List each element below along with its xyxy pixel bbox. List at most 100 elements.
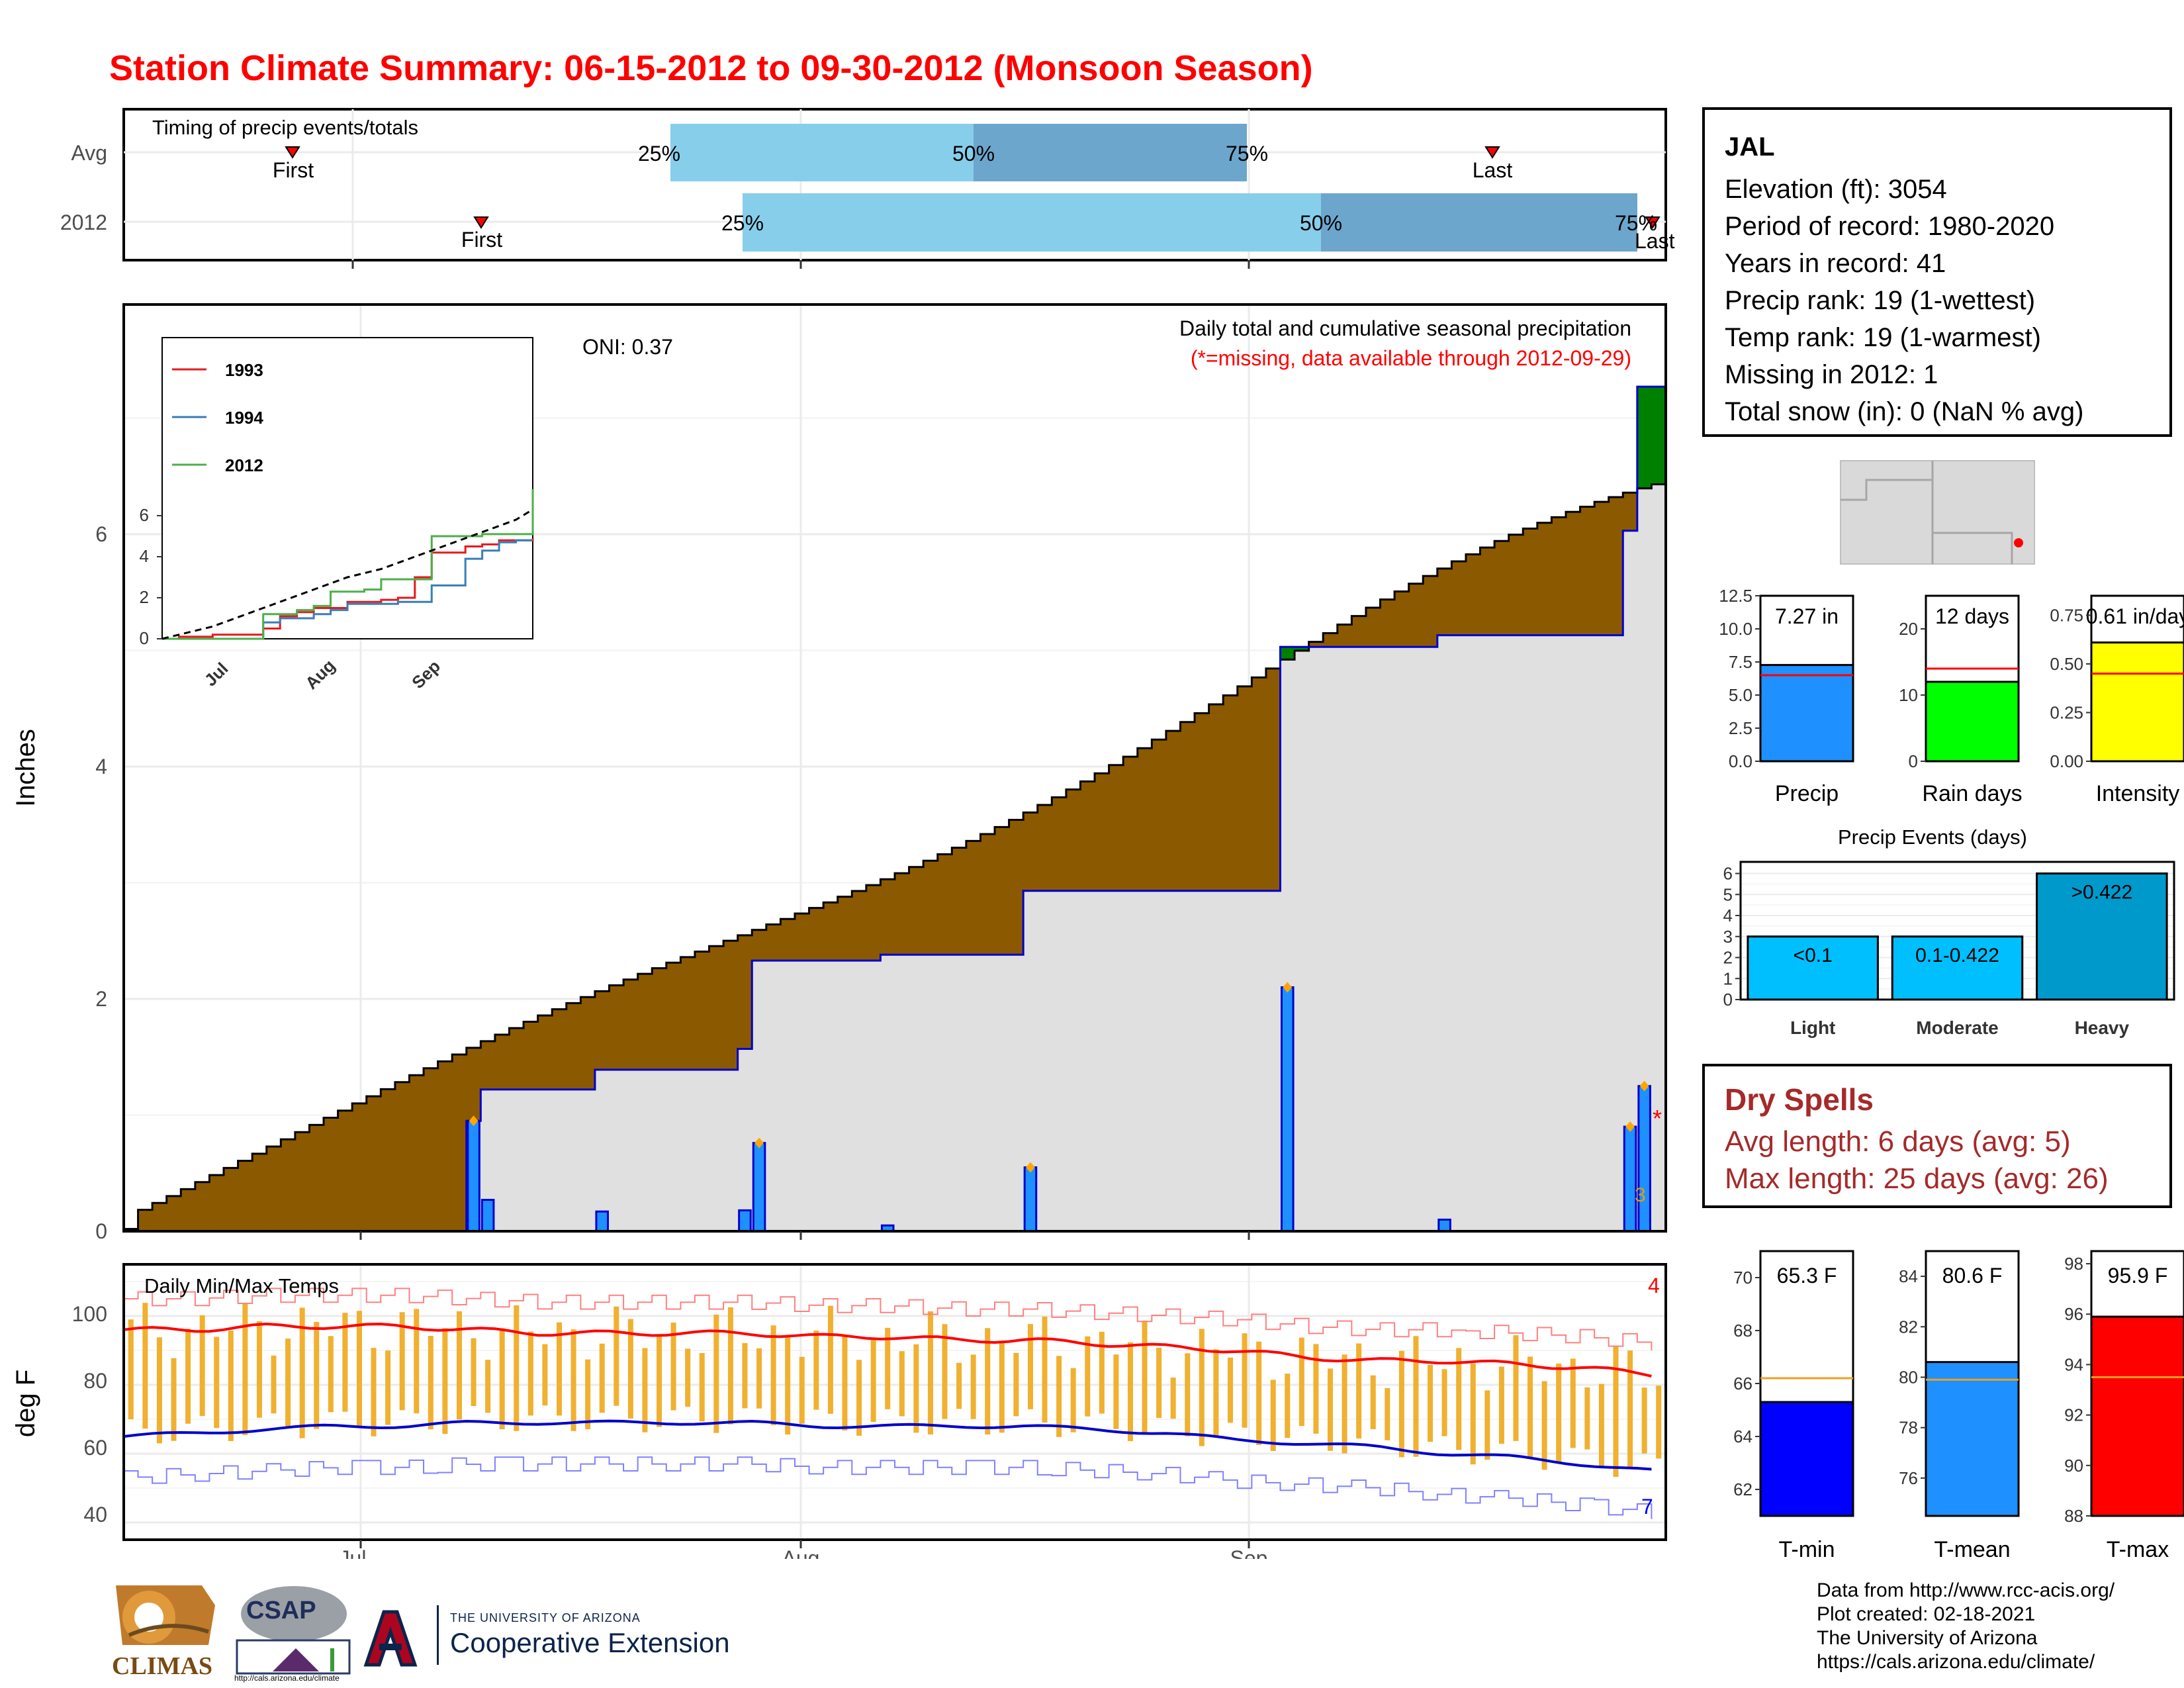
- daily-temp-range-bar: [542, 1344, 548, 1406]
- daily-temp-range-bar: [156, 1337, 162, 1444]
- temp-summary-label: T-mean: [1934, 1537, 2010, 1562]
- inset-line-2012: [162, 489, 534, 640]
- departure-segment: [566, 1003, 581, 1090]
- daily-temp-range-bar: [1556, 1363, 1562, 1463]
- daily-temp-range-bar: [1498, 1366, 1504, 1444]
- daily-temp-range-bar: [1199, 1329, 1205, 1446]
- yr-q50-q75-bar: [1321, 193, 1637, 252]
- timing-label: Timing of precip events/totals: [152, 116, 418, 139]
- temp-summary-tick-label: 82: [1899, 1317, 1918, 1336]
- daily-temp-range-bar: [985, 1328, 991, 1435]
- events-category-label: Light: [1790, 1017, 1835, 1038]
- heavy-event-marker: [1283, 982, 1293, 993]
- departure-segment: [852, 890, 867, 961]
- summary-tick-label: 0.50: [2050, 654, 2083, 674]
- temp-ytick-40: 40: [83, 1503, 107, 1526]
- departure-segment: [1152, 739, 1167, 891]
- events-tick-label: 5: [1723, 884, 1733, 904]
- csap-url: http://cals.arizona.edu/climate: [234, 1673, 340, 1683]
- daily-temp-range-bar: [1056, 1356, 1062, 1437]
- daily-temp-range-bar: [1027, 1324, 1033, 1409]
- events-tick-label: 4: [1723, 906, 1733, 925]
- summary-tick-label: 12.5: [1719, 586, 1752, 606]
- departure-segment: [352, 1103, 367, 1231]
- daily-precip-bar: [752, 1142, 766, 1233]
- avg-last-label: Last: [1473, 158, 1513, 182]
- departure-segment: [1551, 517, 1567, 635]
- temp-summary-label: T-min: [1779, 1537, 1835, 1562]
- departure-segment: [281, 1139, 296, 1231]
- inset-legend-2012: 2012: [225, 455, 263, 475]
- temp-summary-tick-label: 88: [2064, 1506, 2083, 1526]
- departure-segment: [909, 867, 924, 955]
- daily-temp-range-bar: [1085, 1336, 1091, 1417]
- departure-segment: [480, 1041, 496, 1090]
- daily-temp-range-bar: [342, 1313, 348, 1412]
- departure-segment: [1494, 541, 1510, 635]
- daily-precip-bar: [1637, 1085, 1651, 1233]
- departure-segment: [1009, 820, 1024, 955]
- departure-segment: [466, 1047, 481, 1121]
- events-tick-label: 3: [1723, 927, 1733, 947]
- departure-segment: [266, 1147, 281, 1231]
- count-marker: 3: [1635, 1184, 1646, 1206]
- station-elevation: Elevation (ft): 3054: [1725, 175, 1947, 204]
- departure-segment: [652, 968, 667, 1070]
- departure-segment: [138, 1209, 153, 1231]
- daily-temp-range-bar: [599, 1343, 605, 1413]
- daily-temp-range-bar: [1099, 1331, 1105, 1414]
- inset-line-1993: [162, 538, 534, 640]
- heavy-event-marker: [1025, 1162, 1035, 1173]
- summary-tick-label: 0.00: [2050, 751, 2083, 771]
- daily-temp-range-bar: [1042, 1316, 1048, 1423]
- daily-temp-range-bar: [913, 1344, 919, 1433]
- events-bar-label: 0.1-0.422: [1915, 945, 1999, 966]
- departure-segment: [295, 1132, 310, 1231]
- yr-q25-label: 25%: [721, 211, 764, 235]
- summary-tick-label: 10.0: [1719, 619, 1752, 639]
- departure-segment: [1508, 534, 1524, 635]
- daily-temp-range-bar: [870, 1337, 876, 1423]
- daily-temp-range-bar: [1484, 1390, 1490, 1460]
- departure-segment: [523, 1021, 539, 1090]
- heavy-event-marker: [469, 1115, 478, 1127]
- departure-segment: [309, 1125, 324, 1231]
- daily-temp-range-bar: [1398, 1350, 1404, 1458]
- daily-temp-range-bar: [1470, 1363, 1476, 1465]
- yr-q50-label: 50%: [1300, 211, 1342, 235]
- avg-q75-label: 75%: [1226, 142, 1268, 165]
- oni-label: ONI: 0.37: [582, 335, 673, 359]
- heavy-event-marker: [1625, 1121, 1635, 1133]
- departure-segment: [1208, 704, 1224, 891]
- climas-logo-mark: [116, 1585, 215, 1645]
- daily-temp-range-bar: [1013, 1352, 1019, 1417]
- daily-temp-range-bar: [1456, 1348, 1462, 1450]
- ua-logo: [361, 1605, 420, 1671]
- departure-segment: [694, 951, 710, 1070]
- departure-segment: [1237, 686, 1252, 891]
- departure-segment: [1109, 765, 1124, 891]
- departure-segment: [666, 962, 681, 1070]
- daily-temp-range-bar: [557, 1322, 563, 1416]
- csap-logo-text: CSAP: [246, 1597, 316, 1624]
- temp-summary-value: 95.9 F: [2108, 1264, 2168, 1288]
- departure-segment: [1637, 387, 1652, 489]
- events-title: Precip Events (days): [1838, 825, 2027, 849]
- departure-segment: [980, 834, 995, 955]
- departure-segment: [609, 985, 624, 1070]
- temp-chart: Daily Min/Max Temps 4 7 deg F 40 60 80 1…: [11, 1263, 1667, 1559]
- daily-temp-range-bar: [514, 1305, 520, 1431]
- departure-segment: [1565, 512, 1581, 635]
- departure-segment: [509, 1028, 524, 1090]
- departure-segment: [394, 1082, 410, 1231]
- missing-note: (*=missing, data available through 2012-…: [1191, 346, 1631, 370]
- daily-temp-range-bar: [713, 1314, 719, 1433]
- inset-ytick-0: 0: [140, 628, 149, 648]
- departure-segment: [1380, 599, 1395, 647]
- daily-temp-range-bar: [885, 1327, 891, 1409]
- temp-summary-bar-T-mean: [1925, 1361, 2020, 1517]
- daily-precip-bar: [1437, 1218, 1451, 1233]
- departure-segment: [1337, 624, 1352, 647]
- events-category-label: Moderate: [1916, 1017, 1998, 1038]
- departure-segment: [452, 1055, 467, 1231]
